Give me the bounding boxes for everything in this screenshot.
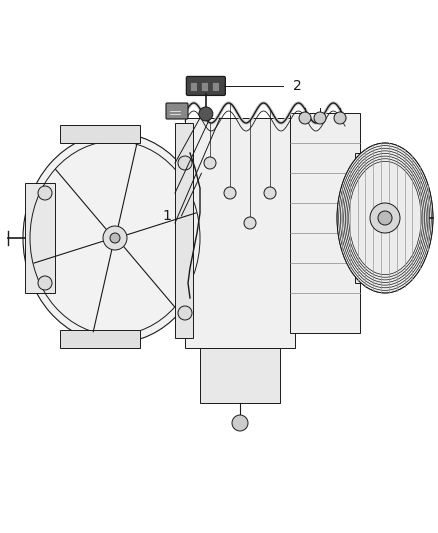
FancyBboxPatch shape: [60, 330, 140, 348]
Text: 2: 2: [293, 79, 302, 93]
Circle shape: [232, 415, 248, 431]
FancyBboxPatch shape: [290, 113, 360, 333]
FancyBboxPatch shape: [191, 83, 198, 92]
Circle shape: [299, 112, 311, 124]
Text: 1: 1: [162, 209, 171, 223]
Circle shape: [178, 156, 192, 170]
FancyBboxPatch shape: [185, 118, 295, 348]
Ellipse shape: [23, 133, 207, 343]
FancyBboxPatch shape: [355, 153, 390, 283]
FancyBboxPatch shape: [60, 125, 140, 143]
Circle shape: [314, 112, 326, 124]
FancyBboxPatch shape: [201, 83, 208, 92]
Circle shape: [103, 226, 127, 250]
Circle shape: [199, 107, 213, 121]
FancyBboxPatch shape: [212, 83, 219, 92]
FancyBboxPatch shape: [175, 123, 193, 338]
Circle shape: [244, 217, 256, 229]
FancyBboxPatch shape: [166, 103, 188, 119]
Circle shape: [370, 203, 400, 233]
Circle shape: [334, 112, 346, 124]
Circle shape: [224, 187, 236, 199]
FancyBboxPatch shape: [186, 76, 226, 95]
Circle shape: [38, 186, 52, 200]
Ellipse shape: [337, 143, 433, 293]
Circle shape: [38, 276, 52, 290]
Circle shape: [110, 233, 120, 243]
Circle shape: [204, 157, 216, 169]
Circle shape: [178, 306, 192, 320]
Circle shape: [378, 211, 392, 225]
FancyBboxPatch shape: [25, 183, 55, 293]
FancyBboxPatch shape: [200, 348, 280, 403]
Circle shape: [264, 187, 276, 199]
